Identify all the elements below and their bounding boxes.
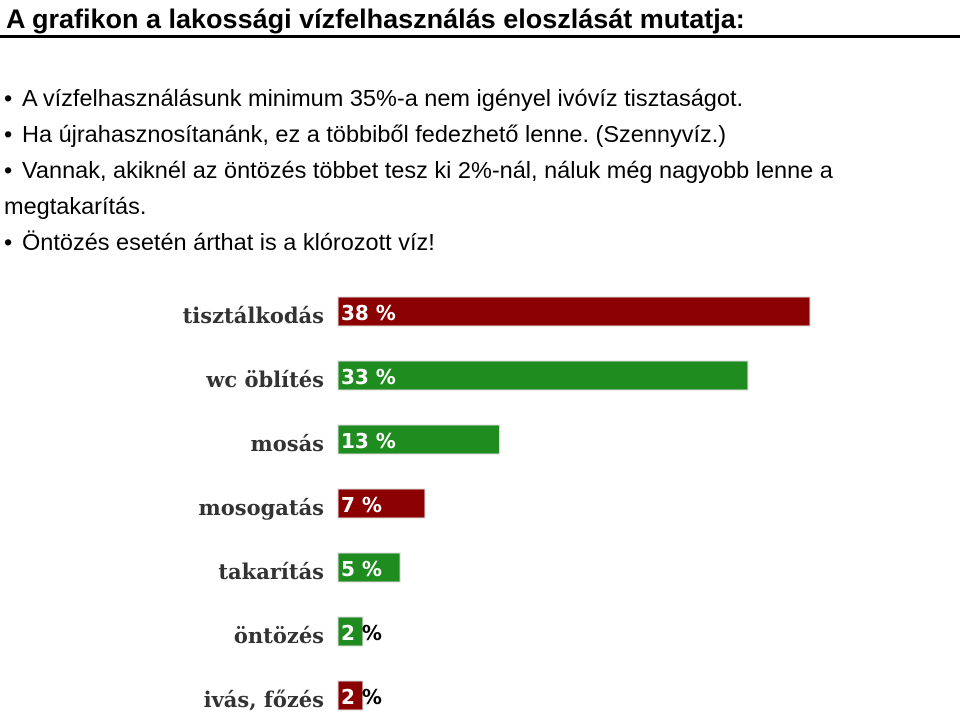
category-label: öntözés: [234, 623, 324, 648]
category-label: tisztálkodás: [183, 303, 324, 328]
value-label: 33 %: [341, 365, 396, 389]
value-label: 38 %: [341, 301, 396, 325]
value-label: 2 %: [341, 621, 382, 645]
category-label: mosás: [251, 431, 324, 456]
bar-1: [337, 360, 749, 391]
bullet-glyph: •: [4, 229, 13, 255]
category-label: wc öblítés: [205, 367, 324, 392]
bullet-glyph: •: [4, 85, 13, 111]
bullet-item: • Ha újrahasznosítanánk, ez a többiből fe…: [4, 116, 954, 152]
value-label: 7 %: [341, 493, 382, 517]
bullet-text: A vízfelhasználásunk minimum 35%-a nem i…: [22, 85, 743, 111]
bar-5: [337, 616, 364, 647]
bar-6: [337, 680, 364, 711]
bullet-item: • Öntözés esetén árthat is a klórozott ví…: [4, 224, 954, 260]
title-underline: [0, 35, 960, 38]
bullet-text: Ha újrahasznosítanánk, ez a többiből fed…: [22, 121, 727, 147]
category-label: takarítás: [218, 559, 324, 584]
bullet-text: Vannak, akiknél az öntözés többet tesz k…: [4, 157, 833, 219]
value-label: 5 %: [341, 557, 382, 581]
bar-2: [337, 424, 500, 455]
bullet-item: • A vízfelhasználásunk minimum 35%-a nem …: [4, 80, 954, 116]
bullet-text: Öntözés esetén árthat is a klórozott víz…: [22, 229, 435, 255]
bullet-item: • Vannak, akiknél az öntözés többet tesz …: [4, 152, 954, 224]
bar-3: [337, 488, 426, 519]
value-label: 13 %: [341, 429, 396, 453]
bullet-glyph: •: [4, 121, 13, 147]
category-label: ivás, főzés: [204, 687, 324, 712]
bullet-glyph: •: [4, 157, 13, 183]
bullet-list: • A vízfelhasználásunk minimum 35%-a nem …: [4, 80, 954, 260]
slide-title: A grafikon a lakossági vízfelhasználás e…: [6, 4, 745, 34]
value-label: 2 %: [341, 685, 382, 709]
bar-4: [337, 552, 401, 583]
category-label: mosogatás: [199, 495, 324, 520]
bar-0: [337, 296, 811, 327]
